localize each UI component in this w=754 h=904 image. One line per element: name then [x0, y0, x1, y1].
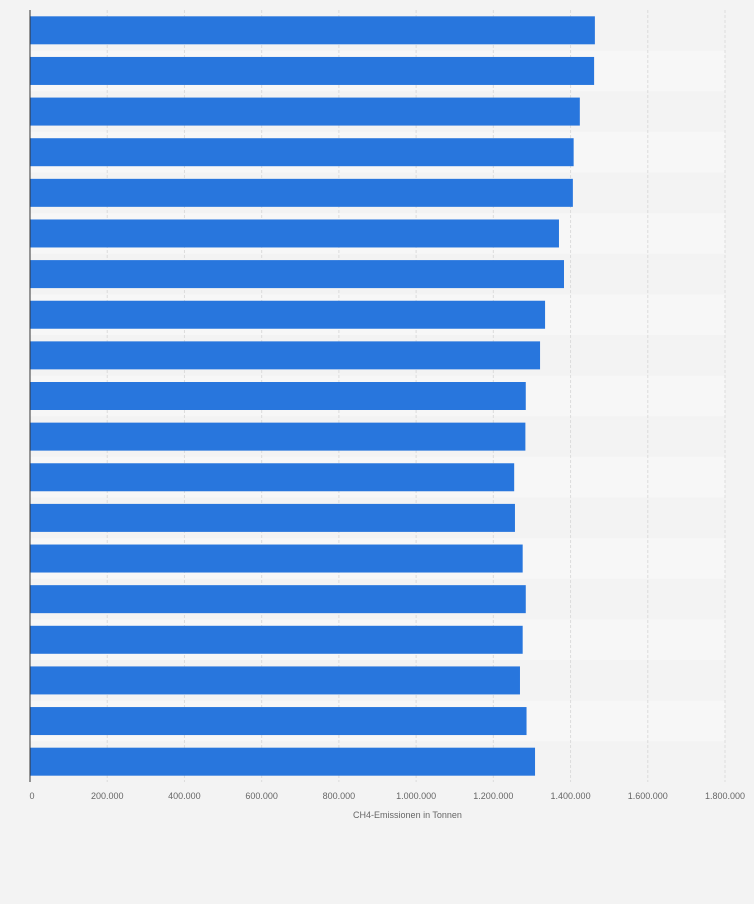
- bar: [30, 666, 520, 695]
- bar: [30, 585, 526, 614]
- bar: [30, 97, 580, 126]
- bar: [30, 422, 526, 451]
- bar: [30, 260, 564, 289]
- bar: [30, 219, 559, 248]
- x-tick-label: 200.000: [91, 791, 124, 801]
- bar: [30, 56, 595, 85]
- bars: [30, 16, 595, 776]
- bar: [30, 178, 573, 207]
- bar: [30, 503, 515, 532]
- x-tick-label: 400.000: [168, 791, 201, 801]
- x-tick-label: 1.200.000: [473, 791, 513, 801]
- x-tick-label: 1.800.000: [705, 791, 745, 801]
- x-tick-label: 0: [29, 791, 34, 801]
- bar: [30, 138, 574, 167]
- bar: [30, 747, 536, 776]
- bar: [30, 300, 546, 329]
- bar: [30, 16, 595, 45]
- x-tick-label: 1.000.000: [396, 791, 436, 801]
- bar: [30, 463, 515, 492]
- x-axis-title: CH4-Emissionen in Tonnen: [353, 810, 462, 820]
- x-tick-labels: 0 200.000 400.000 600.000 800.000 1.000.000 1.…: [29, 791, 745, 801]
- bar: [30, 707, 527, 736]
- bar: [30, 382, 526, 410]
- bar: [30, 341, 541, 370]
- bar: [30, 544, 523, 573]
- x-tick-label: 1.400.000: [551, 791, 591, 801]
- bar: [30, 625, 523, 654]
- x-tick-label: 1.600.000: [628, 791, 668, 801]
- x-tick-label: 800.000: [323, 791, 356, 801]
- x-tick-label: 600.000: [245, 791, 278, 801]
